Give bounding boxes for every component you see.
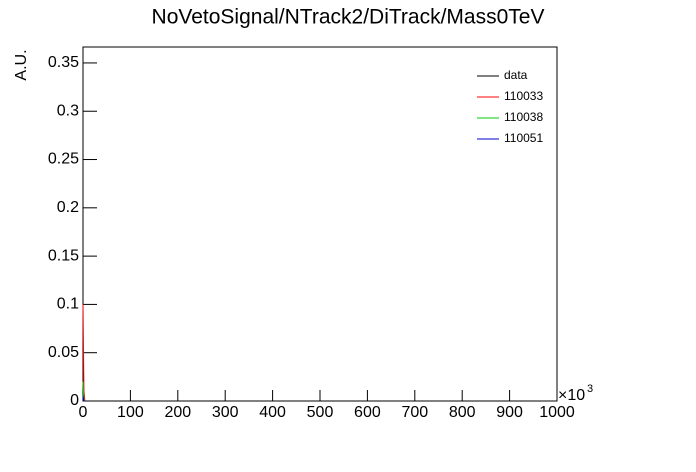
y-tick-label: 0.05 xyxy=(48,344,79,361)
x-tick-label: 100 xyxy=(117,404,144,421)
series-line xyxy=(82,396,85,402)
x-tick-label: 900 xyxy=(496,404,523,421)
chart-title: NoVetoSignal/NTrack2/DiTrack/Mass0TeV xyxy=(152,6,545,29)
y-axis-label: A.U. xyxy=(13,49,30,80)
y-tick-label: 0.2 xyxy=(57,199,79,216)
legend-label: 110038 xyxy=(504,110,543,124)
plot-frame xyxy=(82,46,558,402)
y-tick-label: 0.3 xyxy=(57,102,79,119)
legend-label: data xyxy=(504,68,528,82)
x-tick-label: 800 xyxy=(449,404,476,421)
x-tick-label: 0 xyxy=(79,404,88,421)
y-tick-label: 0.15 xyxy=(48,247,79,264)
x-tick-label: 400 xyxy=(259,404,286,421)
x-exponent: 3 xyxy=(587,383,593,395)
x-tick-label: 1000 xyxy=(539,404,575,421)
x-tick-label: 600 xyxy=(354,404,381,421)
y-tick-label: 0.25 xyxy=(48,151,79,168)
x-tick-label: 300 xyxy=(212,404,239,421)
y-tick-label: 0.35 xyxy=(48,54,79,71)
y-tick-label: 0.1 xyxy=(57,296,79,313)
x-exponent-base: ×10 xyxy=(558,387,585,404)
legend-label: 110051 xyxy=(504,131,543,145)
x-tick-label: 200 xyxy=(164,404,191,421)
legend-label: 110033 xyxy=(504,89,543,103)
y-tick-label: 0 xyxy=(70,392,79,409)
x-tick-label: 500 xyxy=(307,404,334,421)
x-tick-label: 700 xyxy=(401,404,428,421)
